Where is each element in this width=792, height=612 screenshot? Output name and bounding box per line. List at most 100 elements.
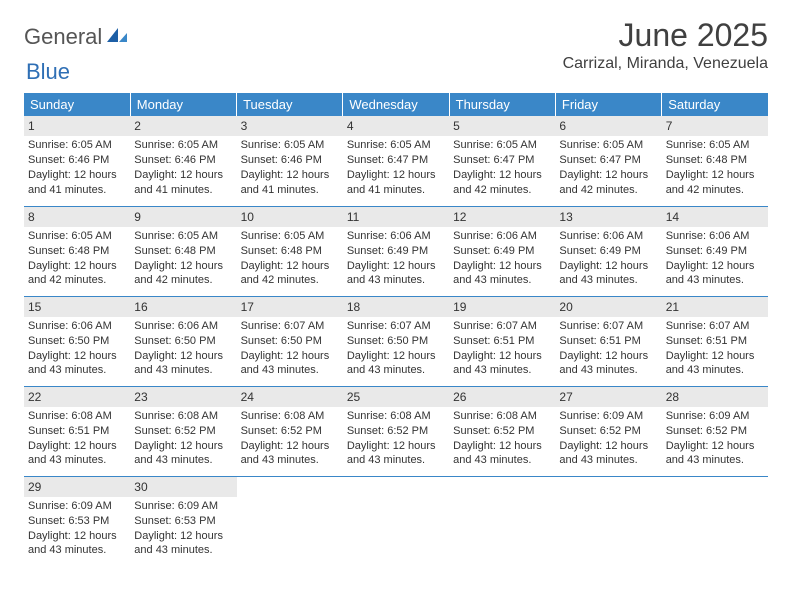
- daylight-line: Daylight: 12 hours and 41 minutes.: [347, 168, 445, 198]
- sunset-line: Sunset: 6:50 PM: [347, 334, 445, 349]
- sunrise-line: Sunrise: 6:09 AM: [134, 499, 232, 514]
- calendar-day-cell: 22Sunrise: 6:08 AMSunset: 6:51 PMDayligh…: [24, 386, 130, 476]
- calendar-day-cell: [343, 476, 449, 566]
- day-number: 29: [24, 477, 130, 497]
- sunset-line: Sunset: 6:48 PM: [241, 244, 339, 259]
- daylight-line: Daylight: 12 hours and 42 minutes.: [559, 168, 657, 198]
- sunset-line: Sunset: 6:53 PM: [28, 514, 126, 529]
- day-number: 2: [130, 116, 236, 136]
- day-number: 22: [24, 387, 130, 407]
- sunset-line: Sunset: 6:46 PM: [28, 153, 126, 168]
- calendar-day-cell: 6Sunrise: 6:05 AMSunset: 6:47 PMDaylight…: [555, 116, 661, 206]
- sunset-line: Sunset: 6:49 PM: [559, 244, 657, 259]
- logo-sail-icon: [106, 26, 128, 49]
- daylight-line: Daylight: 12 hours and 43 minutes.: [28, 349, 126, 379]
- daylight-line: Daylight: 12 hours and 43 minutes.: [559, 259, 657, 289]
- calendar-day-cell: [449, 476, 555, 566]
- sunrise-line: Sunrise: 6:05 AM: [559, 138, 657, 153]
- brand-word-general: General: [24, 24, 102, 50]
- day-number: 1: [24, 116, 130, 136]
- daylight-line: Daylight: 12 hours and 43 minutes.: [134, 529, 232, 559]
- sunset-line: Sunset: 6:52 PM: [347, 424, 445, 439]
- day-number: 4: [343, 116, 449, 136]
- sunrise-line: Sunrise: 6:06 AM: [559, 229, 657, 244]
- sunrise-line: Sunrise: 6:08 AM: [134, 409, 232, 424]
- daylight-line: Daylight: 12 hours and 41 minutes.: [241, 168, 339, 198]
- day-number: 8: [24, 207, 130, 227]
- calendar-day-cell: 7Sunrise: 6:05 AMSunset: 6:48 PMDaylight…: [662, 116, 768, 206]
- weekday-header: Thursday: [449, 93, 555, 116]
- weekday-header: Sunday: [24, 93, 130, 116]
- calendar-day-cell: 15Sunrise: 6:06 AMSunset: 6:50 PMDayligh…: [24, 296, 130, 386]
- sunset-line: Sunset: 6:46 PM: [134, 153, 232, 168]
- sunset-line: Sunset: 6:49 PM: [453, 244, 551, 259]
- day-number: 23: [130, 387, 236, 407]
- daylight-line: Daylight: 12 hours and 43 minutes.: [347, 259, 445, 289]
- day-number: 24: [237, 387, 343, 407]
- weekday-header: Wednesday: [343, 93, 449, 116]
- day-number: 25: [343, 387, 449, 407]
- sunrise-line: Sunrise: 6:06 AM: [134, 319, 232, 334]
- sunrise-line: Sunrise: 6:09 AM: [666, 409, 764, 424]
- sunset-line: Sunset: 6:52 PM: [241, 424, 339, 439]
- weekday-header: Monday: [130, 93, 236, 116]
- sunrise-line: Sunrise: 6:06 AM: [453, 229, 551, 244]
- day-number: 7: [662, 116, 768, 136]
- sunrise-line: Sunrise: 6:05 AM: [134, 229, 232, 244]
- day-number: 17: [237, 297, 343, 317]
- location-text: Carrizal, Miranda, Venezuela: [563, 55, 768, 73]
- weekday-header: Friday: [555, 93, 661, 116]
- calendar-day-cell: 9Sunrise: 6:05 AMSunset: 6:48 PMDaylight…: [130, 206, 236, 296]
- day-number: 11: [343, 207, 449, 227]
- sunrise-line: Sunrise: 6:07 AM: [559, 319, 657, 334]
- sunset-line: Sunset: 6:52 PM: [453, 424, 551, 439]
- daylight-line: Daylight: 12 hours and 43 minutes.: [28, 439, 126, 469]
- calendar-table: SundayMondayTuesdayWednesdayThursdayFrid…: [24, 93, 768, 566]
- sunset-line: Sunset: 6:49 PM: [666, 244, 764, 259]
- sunset-line: Sunset: 6:48 PM: [134, 244, 232, 259]
- sunrise-line: Sunrise: 6:08 AM: [453, 409, 551, 424]
- sunrise-line: Sunrise: 6:05 AM: [347, 138, 445, 153]
- calendar-day-cell: 12Sunrise: 6:06 AMSunset: 6:49 PMDayligh…: [449, 206, 555, 296]
- calendar-day-cell: [237, 476, 343, 566]
- sunset-line: Sunset: 6:46 PM: [241, 153, 339, 168]
- day-number: 20: [555, 297, 661, 317]
- daylight-line: Daylight: 12 hours and 43 minutes.: [453, 439, 551, 469]
- sunset-line: Sunset: 6:49 PM: [347, 244, 445, 259]
- daylight-line: Daylight: 12 hours and 42 minutes.: [666, 168, 764, 198]
- day-number: 13: [555, 207, 661, 227]
- daylight-line: Daylight: 12 hours and 43 minutes.: [559, 349, 657, 379]
- calendar-day-cell: 5Sunrise: 6:05 AMSunset: 6:47 PMDaylight…: [449, 116, 555, 206]
- sunset-line: Sunset: 6:52 PM: [559, 424, 657, 439]
- calendar-day-cell: 19Sunrise: 6:07 AMSunset: 6:51 PMDayligh…: [449, 296, 555, 386]
- sunset-line: Sunset: 6:51 PM: [559, 334, 657, 349]
- calendar-day-cell: 17Sunrise: 6:07 AMSunset: 6:50 PMDayligh…: [237, 296, 343, 386]
- calendar-day-cell: [662, 476, 768, 566]
- sunset-line: Sunset: 6:50 PM: [134, 334, 232, 349]
- calendar-page: General June 2025 Carrizal, Miranda, Ven…: [0, 0, 792, 566]
- daylight-line: Daylight: 12 hours and 43 minutes.: [666, 349, 764, 379]
- calendar-day-cell: 28Sunrise: 6:09 AMSunset: 6:52 PMDayligh…: [662, 386, 768, 476]
- calendar-day-cell: 11Sunrise: 6:06 AMSunset: 6:49 PMDayligh…: [343, 206, 449, 296]
- day-number: 26: [449, 387, 555, 407]
- weekday-header: Saturday: [662, 93, 768, 116]
- day-number: 12: [449, 207, 555, 227]
- calendar-header: SundayMondayTuesdayWednesdayThursdayFrid…: [24, 93, 768, 116]
- sunrise-line: Sunrise: 6:08 AM: [347, 409, 445, 424]
- calendar-day-cell: 27Sunrise: 6:09 AMSunset: 6:52 PMDayligh…: [555, 386, 661, 476]
- weekday-header: Tuesday: [237, 93, 343, 116]
- sunrise-line: Sunrise: 6:05 AM: [134, 138, 232, 153]
- sunrise-line: Sunrise: 6:05 AM: [241, 138, 339, 153]
- calendar-day-cell: 10Sunrise: 6:05 AMSunset: 6:48 PMDayligh…: [237, 206, 343, 296]
- calendar-day-cell: 24Sunrise: 6:08 AMSunset: 6:52 PMDayligh…: [237, 386, 343, 476]
- sunrise-line: Sunrise: 6:05 AM: [241, 229, 339, 244]
- sunset-line: Sunset: 6:47 PM: [347, 153, 445, 168]
- day-number: 14: [662, 207, 768, 227]
- title-block: June 2025 Carrizal, Miranda, Venezuela: [563, 18, 768, 73]
- day-number: 18: [343, 297, 449, 317]
- day-number: 10: [237, 207, 343, 227]
- calendar-day-cell: 18Sunrise: 6:07 AMSunset: 6:50 PMDayligh…: [343, 296, 449, 386]
- sunrise-line: Sunrise: 6:05 AM: [453, 138, 551, 153]
- sunrise-line: Sunrise: 6:09 AM: [559, 409, 657, 424]
- day-number: 5: [449, 116, 555, 136]
